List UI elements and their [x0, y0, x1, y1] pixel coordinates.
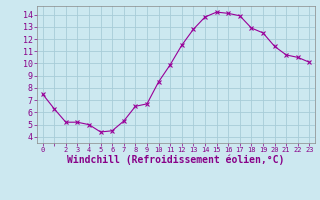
X-axis label: Windchill (Refroidissement éolien,°C): Windchill (Refroidissement éolien,°C)	[67, 155, 285, 165]
